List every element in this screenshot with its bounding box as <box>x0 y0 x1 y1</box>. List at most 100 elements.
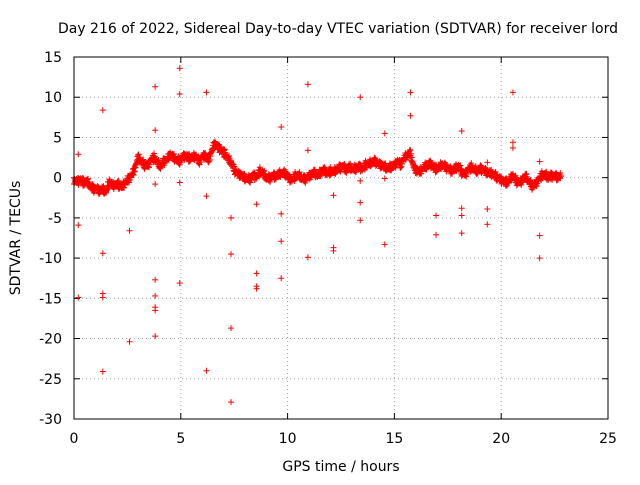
data-point <box>513 174 520 181</box>
data-point-outlier <box>357 94 364 101</box>
data-point-outlier <box>536 255 543 262</box>
data-point-outlier <box>99 250 106 257</box>
y-tick-label: -10 <box>39 251 62 267</box>
data-point-outlier <box>278 210 285 217</box>
data-point <box>372 155 379 162</box>
data-point <box>135 151 142 158</box>
data-point-outlier <box>99 107 106 114</box>
y-tick-label: 15 <box>44 50 62 66</box>
data-point-outlier <box>126 227 133 234</box>
data-point-outlier <box>99 294 106 301</box>
data-point <box>221 146 228 153</box>
data-point <box>556 174 563 181</box>
data-point <box>457 162 464 169</box>
data-point <box>468 160 475 167</box>
data-point-outlier <box>152 292 159 299</box>
data-point-outlier <box>458 128 465 135</box>
data-point-outlier <box>278 123 285 130</box>
data-point <box>206 156 213 163</box>
data-point <box>533 183 540 190</box>
data-point-outlier <box>176 280 183 287</box>
axis-tick-labels: 0 5 10 15 20 25 -30 -25 -20 -15 -10 -5 0 5 10 15 <box>39 50 617 447</box>
data-point-outlier <box>99 368 106 375</box>
data-point-outlier <box>304 147 311 154</box>
data-point <box>140 156 147 163</box>
data-point <box>261 167 268 174</box>
data-point <box>85 175 92 182</box>
data-point <box>296 169 303 176</box>
data-point-outlier <box>152 127 159 134</box>
plot-frame <box>73 56 609 420</box>
data-point <box>398 163 405 170</box>
data-point <box>206 158 213 165</box>
data-point <box>411 162 418 169</box>
x-axis-label: GPS time / hours <box>282 459 399 475</box>
data-point <box>170 151 177 158</box>
data-point-outlier <box>278 238 285 245</box>
data-point-outlier <box>253 270 260 277</box>
data-point <box>226 152 233 159</box>
data-point <box>502 183 509 190</box>
x-tick-label: 10 <box>279 431 297 447</box>
data-point <box>527 177 534 184</box>
x-tick-label: 15 <box>385 431 403 447</box>
y-tick-label: -20 <box>39 332 62 348</box>
data-point-outlier <box>407 112 414 119</box>
data-point <box>392 163 399 170</box>
data-point <box>165 157 172 164</box>
data-point <box>397 165 404 172</box>
y-tick-label: -5 <box>48 211 62 227</box>
data-point <box>463 173 470 180</box>
data-point <box>131 168 138 175</box>
x-tick-label: 0 <box>70 431 79 447</box>
data-point-outlier <box>509 144 516 151</box>
y-tick-label: -25 <box>39 372 62 388</box>
data-point-outlier <box>152 307 159 314</box>
data-point-outlier <box>227 399 234 406</box>
data-point <box>557 170 564 177</box>
data-point <box>492 168 499 175</box>
y-axis-label: SDTVAR / TECUs <box>8 181 24 296</box>
data-point-outlier <box>152 333 159 340</box>
data-point-outlier <box>484 221 491 228</box>
data-point <box>408 150 415 157</box>
y-tick-label: 10 <box>44 90 62 106</box>
data-point <box>125 178 132 185</box>
data-point-outlier <box>176 91 183 98</box>
data-point <box>104 185 111 192</box>
data-point <box>145 164 152 171</box>
data-point-outlier <box>253 285 260 292</box>
data-point <box>543 168 550 175</box>
data-point <box>347 160 354 167</box>
data-point-outlier <box>227 214 234 221</box>
x-tick-label: 5 <box>176 431 185 447</box>
data-point <box>155 156 162 163</box>
data-point-outlier <box>176 65 183 72</box>
data-point <box>372 156 379 163</box>
data-point-outlier <box>152 181 159 188</box>
data-point-outlier <box>304 81 311 88</box>
data-point-outlier <box>509 139 516 146</box>
y-tick-label: -15 <box>39 291 62 307</box>
data-point-outlier <box>433 231 440 238</box>
data-point-outlier <box>152 276 159 283</box>
data-point-outlier <box>357 217 364 224</box>
data-point <box>151 150 158 157</box>
data-point-outlier <box>536 158 543 165</box>
data-point-outlier <box>509 89 516 96</box>
data-point <box>266 177 273 184</box>
data-point-outlier <box>458 212 465 219</box>
data-point-outlier <box>330 247 337 254</box>
data-point <box>523 170 530 177</box>
data-point-outlier <box>536 232 543 239</box>
data-point-outlier <box>330 192 337 199</box>
x-tick-label: 20 <box>492 431 510 447</box>
data-point <box>196 161 203 168</box>
data-point <box>130 171 137 178</box>
data-point-outlier <box>75 222 82 229</box>
data-points <box>71 65 565 406</box>
axis-ticks <box>73 56 609 420</box>
data-point-outlier <box>203 193 210 200</box>
data-point-outlier <box>75 294 82 301</box>
